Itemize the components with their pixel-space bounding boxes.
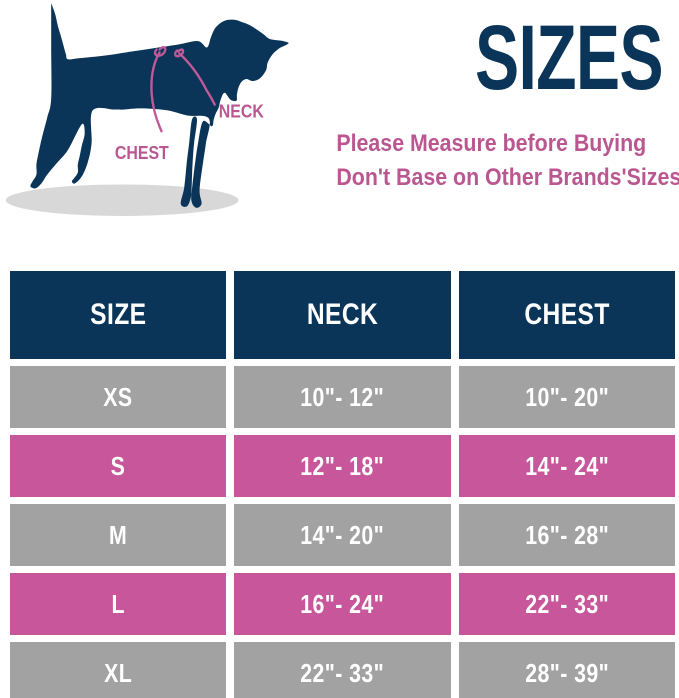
svg-text:NECK: NECK [219, 100, 264, 122]
svg-text:CHEST: CHEST [115, 142, 169, 164]
